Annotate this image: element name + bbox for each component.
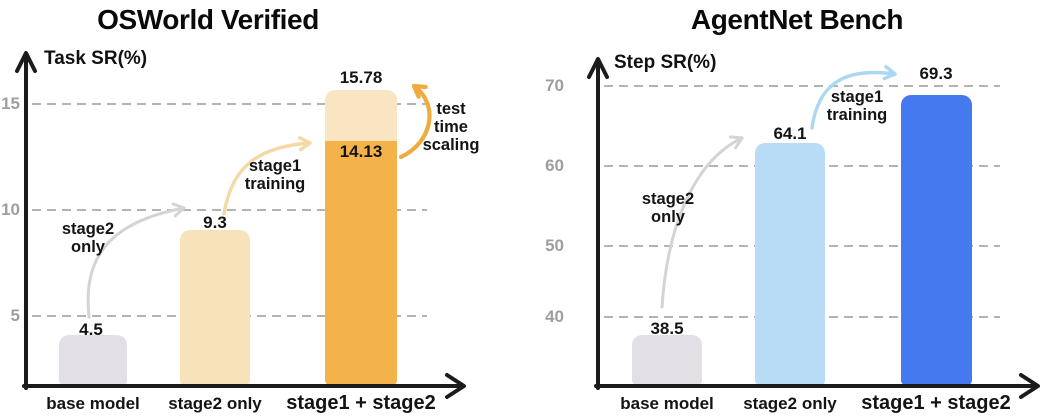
right-tick-50: 50 xyxy=(545,236,564,255)
left-xlabel-stage2-only: stage2 only xyxy=(168,394,262,413)
left-annotation-stage1-training: stage1 training xyxy=(244,157,306,193)
right-x-axis-arrowhead xyxy=(1019,373,1040,399)
right-chart-title: AgentNet Bench xyxy=(690,4,904,35)
bar-left-stage1-stage2-top-segment xyxy=(325,90,397,141)
bar-right-base-model xyxy=(632,335,702,386)
annotation-test-time-scaling: test time scaling xyxy=(422,100,480,154)
right-annotation-stage2-only: stage2 only xyxy=(641,190,695,226)
right-tick-40: 40 xyxy=(545,307,564,326)
right-tick-70: 70 xyxy=(545,76,564,95)
right-value-base-model: 38.5 xyxy=(650,319,684,338)
left-value-base-model: 4.5 xyxy=(79,320,103,339)
left-xlabel-stage1-stage2: stage1 + stage2 xyxy=(286,392,436,414)
right-y-axis-arrowhead xyxy=(587,57,609,79)
left-y-axis-label: Task SR(%) xyxy=(44,48,148,69)
left-value-stage1-stage2: 14.13 xyxy=(339,142,383,161)
bar-right-stage1-stage2 xyxy=(901,95,972,386)
left-value-stage2-only: 9.3 xyxy=(203,213,227,232)
left-y-axis-arrowhead xyxy=(15,51,37,73)
right-value-stage1-stage2: 69.3 xyxy=(919,64,953,83)
bar-left-base-model xyxy=(59,335,127,386)
left-x-axis-arrowhead xyxy=(445,373,466,399)
right-xlabel-stage1-stage2: stage1 + stage2 xyxy=(861,392,1011,414)
left-value-stacked-total: 15.78 xyxy=(339,68,383,87)
left-tick-5: 5 xyxy=(10,306,20,325)
bar-right-stage2-only xyxy=(755,143,825,386)
left-chart-title: OSWorld Verified xyxy=(97,4,319,35)
bar-left-stage1-stage2 xyxy=(325,141,397,386)
left-tick-10: 10 xyxy=(1,200,20,219)
bar-left-stage2-only xyxy=(180,230,250,386)
right-xlabel-stage2-only: stage2 only xyxy=(743,394,837,413)
right-tick-60: 60 xyxy=(545,156,564,175)
left-xlabel-base-model: base model xyxy=(46,394,140,413)
right-xlabel-base-model: base model xyxy=(620,394,714,413)
right-annotation-stage1-training: stage1 training xyxy=(826,88,888,124)
left-tick-15: 15 xyxy=(1,94,20,113)
right-y-axis-label: Step SR(%) xyxy=(614,52,717,73)
left-annotation-stage2-only: stage2 only xyxy=(61,220,115,256)
right-value-stage2-only: 64.1 xyxy=(773,124,807,143)
